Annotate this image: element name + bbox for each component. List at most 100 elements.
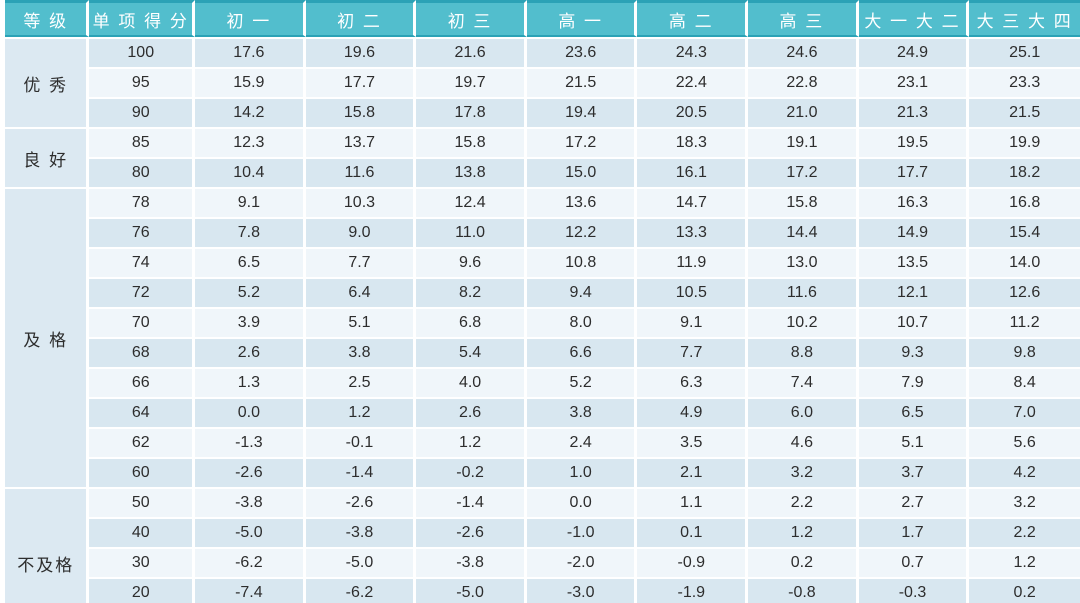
- value-cell: 15.4: [969, 219, 1080, 249]
- value-cell: 13.0: [748, 249, 859, 279]
- value-cell: 8.2: [416, 279, 527, 309]
- score-cell: 20: [89, 579, 196, 603]
- value-cell: 15.9: [195, 69, 306, 99]
- score-cell: 60: [89, 459, 196, 489]
- value-cell: 5.1: [305, 309, 417, 339]
- table-header: 等 级单 项 得 分初 一初 二初 三高 一高 二高 三大 一 大 二大 三 大…: [5, 0, 1080, 37]
- value-cell: 18.3: [637, 129, 749, 159]
- value-cell: 15.8: [416, 129, 527, 159]
- score-cell: 72: [89, 279, 196, 309]
- value-cell: 20.5: [637, 99, 749, 129]
- score-cell: 50: [89, 489, 196, 519]
- score-cell: 64: [89, 399, 196, 429]
- value-cell: 10.7: [858, 309, 970, 339]
- table-body: 优 秀 100 17.6 19.6 21.6 23.6 24.3 24.6 24.9 25.1 95…: [5, 37, 1080, 603]
- value-cell: 9.1: [195, 189, 306, 219]
- value-cell: 0.2: [969, 579, 1080, 603]
- value-cell: 8.4: [969, 369, 1080, 399]
- value-cell: 11.6: [305, 159, 417, 189]
- value-cell: 10.5: [637, 279, 749, 309]
- table-row: 66 1.3 2.5 4.0 5.2 6.3 7.4 7.9 8.4: [5, 369, 1080, 399]
- value-cell: 10.4: [195, 159, 306, 189]
- score-cell: 30: [89, 549, 196, 579]
- value-cell: 23.6: [526, 37, 638, 69]
- value-cell: 0.7: [858, 549, 970, 579]
- column-header: 大 三 大 四: [969, 0, 1080, 37]
- value-cell: 9.0: [305, 219, 417, 249]
- value-cell: 14.0: [969, 249, 1080, 279]
- table-row: 40 -5.0 -3.8 -2.6 -1.0 0.1 1.2 1.7 2.2: [5, 519, 1080, 549]
- value-cell: 12.3: [195, 129, 306, 159]
- value-cell: 1.2: [748, 519, 859, 549]
- value-cell: 24.3: [637, 37, 749, 69]
- value-cell: 2.5: [305, 369, 417, 399]
- value-cell: -3.8: [416, 549, 527, 579]
- column-header: 大 一 大 二: [858, 0, 970, 37]
- value-cell: -5.0: [416, 579, 527, 603]
- value-cell: 2.7: [858, 489, 970, 519]
- score-cell: 68: [89, 339, 196, 369]
- value-cell: 5.2: [195, 279, 306, 309]
- value-cell: -6.2: [195, 549, 306, 579]
- value-cell: 19.9: [969, 129, 1080, 159]
- value-cell: 3.8: [526, 399, 638, 429]
- column-header: 单 项 得 分: [89, 0, 196, 37]
- score-cell: 70: [89, 309, 196, 339]
- value-cell: 16.8: [969, 189, 1080, 219]
- value-cell: 3.5: [637, 429, 749, 459]
- value-cell: 3.8: [305, 339, 417, 369]
- value-cell: 6.5: [195, 249, 306, 279]
- table-row: 70 3.9 5.1 6.8 8.0 9.1 10.2 10.7 11.2: [5, 309, 1080, 339]
- table-row: 72 5.2 6.4 8.2 9.4 10.5 11.6 12.1 12.6: [5, 279, 1080, 309]
- value-cell: 1.2: [969, 549, 1080, 579]
- grade-cell: 不及格: [5, 489, 90, 603]
- value-cell: -3.8: [195, 489, 306, 519]
- score-cell: 90: [89, 99, 196, 129]
- value-cell: 7.9: [858, 369, 970, 399]
- value-cell: -1.3: [195, 429, 306, 459]
- value-cell: 4.2: [969, 459, 1080, 489]
- table-row: 60 -2.6 -1.4 -0.2 1.0 2.1 3.2 3.7 4.2: [5, 459, 1080, 489]
- value-cell: 17.2: [526, 129, 638, 159]
- value-cell: -1.4: [416, 489, 527, 519]
- value-cell: 2.2: [748, 489, 859, 519]
- value-cell: 14.7: [637, 189, 749, 219]
- value-cell: 7.0: [969, 399, 1080, 429]
- value-cell: 7.8: [195, 219, 306, 249]
- value-cell: 2.1: [637, 459, 749, 489]
- value-cell: 1.3: [195, 369, 306, 399]
- value-cell: 14.2: [195, 99, 306, 129]
- value-cell: -3.8: [305, 519, 417, 549]
- score-cell: 62: [89, 429, 196, 459]
- value-cell: 22.4: [637, 69, 749, 99]
- column-header: 初 二: [305, 0, 417, 37]
- table-row: 62 -1.3 -0.1 1.2 2.4 3.5 4.6 5.1 5.6: [5, 429, 1080, 459]
- value-cell: 25.1: [969, 37, 1080, 69]
- value-cell: 11.0: [416, 219, 527, 249]
- value-cell: 2.6: [416, 399, 527, 429]
- value-cell: 10.8: [526, 249, 638, 279]
- value-cell: 1.0: [526, 459, 638, 489]
- value-cell: 15.0: [526, 159, 638, 189]
- value-cell: -2.0: [526, 549, 638, 579]
- value-cell: 21.5: [526, 69, 638, 99]
- grade-cell: 及 格: [5, 189, 90, 489]
- value-cell: 19.5: [858, 129, 970, 159]
- value-cell: 17.7: [305, 69, 417, 99]
- score-cell: 74: [89, 249, 196, 279]
- value-cell: 19.4: [526, 99, 638, 129]
- score-conversion-table: 等 级单 项 得 分初 一初 二初 三高 一高 二高 三大 一 大 二大 三 大…: [5, 0, 1080, 603]
- value-cell: -6.2: [305, 579, 417, 603]
- value-cell: 12.2: [526, 219, 638, 249]
- value-cell: 5.4: [416, 339, 527, 369]
- value-cell: 2.2: [969, 519, 1080, 549]
- value-cell: 17.2: [748, 159, 859, 189]
- value-cell: 10.3: [305, 189, 417, 219]
- column-header: 初 一: [195, 0, 306, 37]
- value-cell: -0.8: [748, 579, 859, 603]
- value-cell: 15.8: [305, 99, 417, 129]
- value-cell: 23.1: [858, 69, 970, 99]
- table-row: 良 好 85 12.3 13.7 15.8 17.2 18.3 19.1 19.5 19.9: [5, 129, 1080, 189]
- value-cell: 4.0: [416, 369, 527, 399]
